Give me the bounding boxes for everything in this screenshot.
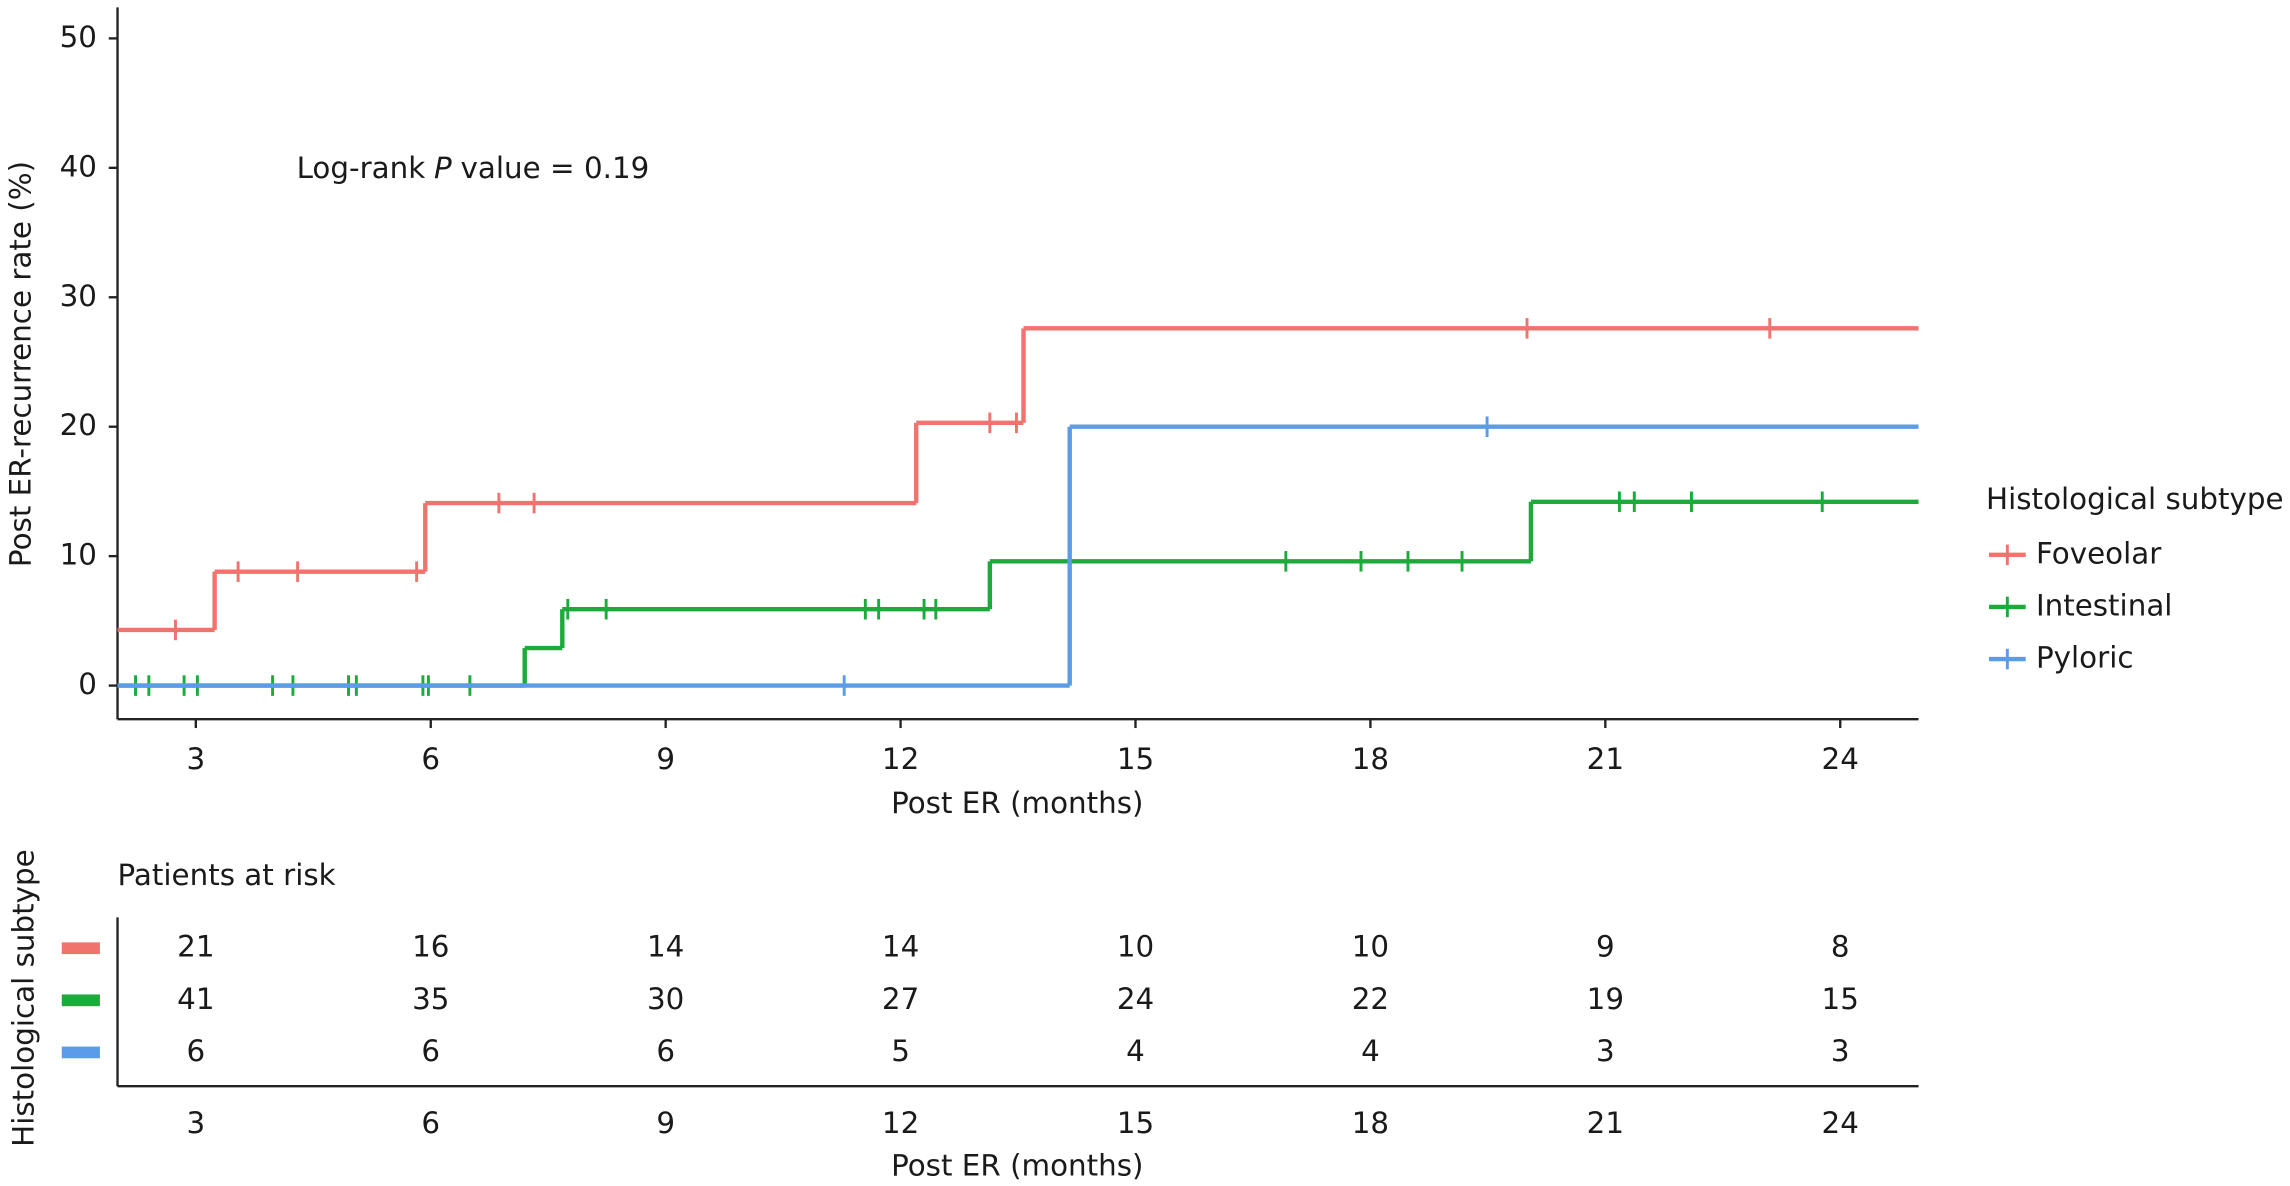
legend-label: Intestinal (2036, 588, 2173, 622)
risk-count: 4 (1361, 1034, 1380, 1068)
x-tick-label: 15 (1117, 742, 1154, 776)
risk-count: 10 (1117, 930, 1154, 964)
risk-count: 3 (1596, 1034, 1615, 1068)
annotation-text: Log-rank (297, 150, 426, 184)
risk-count: 24 (1117, 982, 1154, 1016)
x-tick-label: 6 (421, 742, 440, 776)
risk-x-tick-label: 18 (1352, 1106, 1389, 1140)
risk-count: 16 (412, 930, 449, 964)
y-tick-label: 20 (60, 408, 97, 442)
risk-x-tick-label: 21 (1587, 1106, 1624, 1140)
risk-count: 9 (1596, 930, 1615, 964)
annotation-text: value = 0.19 (461, 150, 650, 184)
y-tick-label: 40 (60, 149, 97, 183)
risk-count: 21 (177, 930, 214, 964)
legend-label: Pyloric (2036, 641, 2134, 675)
risk-x-tick-label: 24 (1822, 1106, 1859, 1140)
risk-count: 14 (647, 930, 684, 964)
x-tick-label: 3 (186, 742, 205, 776)
x-tick-label: 18 (1352, 742, 1389, 776)
y-tick-label: 10 (60, 538, 97, 572)
risk-x-tick-label: 3 (186, 1106, 205, 1140)
risk-row-swatch (61, 994, 100, 1007)
annotation-text: P (434, 150, 452, 184)
risk-count: 22 (1352, 982, 1389, 1016)
risk-x-tick-label: 15 (1117, 1106, 1154, 1140)
risk-table-x-label: Post ER (months) (891, 1148, 1143, 1182)
x-tick-label: 12 (882, 742, 919, 776)
risk-count: 3 (1831, 1034, 1850, 1068)
x-tick-label: 21 (1587, 742, 1624, 776)
risk-count: 6 (186, 1034, 205, 1068)
risk-table-y-label: Histological subtype (7, 849, 41, 1147)
risk-count: 14 (882, 930, 919, 964)
risk-count: 4 (1126, 1034, 1145, 1068)
risk-count: 10 (1352, 930, 1389, 964)
legend-label: Foveolar (2036, 536, 2162, 570)
risk-count: 6 (421, 1034, 440, 1068)
x-axis-label: Post ER (months) (891, 786, 1143, 820)
y-tick-label: 50 (60, 20, 97, 54)
risk-row-swatch (61, 942, 100, 955)
risk-count: 19 (1587, 982, 1624, 1016)
legend-title: Histological subtype (1986, 482, 2284, 516)
risk-count: 41 (177, 982, 214, 1016)
x-tick-label: 24 (1822, 742, 1859, 776)
risk-row-swatch (61, 1046, 100, 1059)
x-tick-label: 9 (656, 742, 675, 776)
risk-x-tick-label: 12 (882, 1106, 919, 1140)
risk-count: 35 (412, 982, 449, 1016)
risk-count: 8 (1831, 930, 1850, 964)
y-tick-label: 30 (60, 279, 97, 313)
y-axis-label: Post ER-recurrence rate (%) (4, 161, 38, 567)
risk-count: 15 (1822, 982, 1859, 1016)
risk-count: 6 (656, 1034, 675, 1068)
risk-count: 30 (647, 982, 684, 1016)
risk-count: 5 (891, 1034, 910, 1068)
y-tick-label: 0 (78, 667, 97, 701)
risk-count: 27 (882, 982, 919, 1016)
risk-x-tick-label: 6 (421, 1106, 440, 1140)
risk-table-title: Patients at risk (118, 858, 336, 892)
risk-x-tick-label: 9 (656, 1106, 675, 1140)
